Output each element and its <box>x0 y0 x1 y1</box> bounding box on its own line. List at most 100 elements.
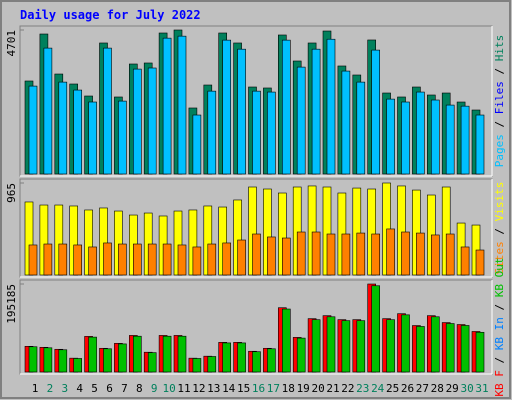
bar <box>401 101 410 175</box>
bar <box>267 91 276 175</box>
bar <box>416 91 425 175</box>
bar <box>207 90 217 175</box>
chart-title: Daily usage for July 2022 <box>20 8 201 22</box>
x-tick-label: 31 <box>475 382 488 395</box>
bar <box>267 348 276 373</box>
bar <box>460 246 470 276</box>
legend-entry: Files <box>493 81 506 114</box>
bar <box>192 358 202 373</box>
legend-separator: / <box>493 297 506 317</box>
bar <box>43 47 53 175</box>
bar <box>341 70 351 175</box>
bar <box>192 114 202 175</box>
bar <box>58 243 68 276</box>
legend-separator: / <box>493 61 506 81</box>
bar <box>73 358 82 373</box>
x-tick-label: 10 <box>162 382 175 395</box>
x-tick-label: 15 <box>237 382 250 395</box>
bar <box>103 348 112 373</box>
bar <box>311 319 321 373</box>
x-tick-label: 8 <box>136 382 143 395</box>
x-tick-label: 29 <box>446 382 459 395</box>
bar <box>445 104 455 175</box>
legend-entry: KB In <box>493 317 506 350</box>
bar <box>326 38 336 175</box>
bar <box>341 233 351 276</box>
x-tick-label: 20 <box>311 382 324 395</box>
y-tick-label: 965 <box>5 183 18 203</box>
bar <box>237 342 246 373</box>
bar <box>147 243 157 276</box>
x-tick-label: 24 <box>371 382 385 395</box>
x-tick-label: 21 <box>326 382 339 395</box>
bar <box>356 81 366 175</box>
bar <box>118 100 127 175</box>
bar <box>281 308 291 373</box>
x-tick-label: 30 <box>460 382 473 395</box>
bar <box>88 101 97 175</box>
bar <box>341 320 351 373</box>
bar <box>356 232 366 276</box>
bar <box>401 314 410 373</box>
bar <box>118 343 127 373</box>
bar <box>73 89 82 175</box>
bar <box>386 228 395 276</box>
bar <box>133 243 142 276</box>
bar <box>475 114 485 175</box>
bar <box>281 237 291 276</box>
bar <box>386 319 395 373</box>
x-tick-label: 26 <box>401 382 414 395</box>
bar <box>162 335 172 373</box>
x-tick-label: 7 <box>121 382 128 395</box>
bar <box>311 48 321 175</box>
bar <box>386 98 395 175</box>
x-tick-label: 27 <box>416 382 429 395</box>
x-tick-label: 14 <box>222 382 236 395</box>
bar <box>28 85 38 175</box>
bar <box>162 37 172 175</box>
bar <box>445 233 455 276</box>
x-tick-label: 3 <box>61 382 68 395</box>
x-tick-label: 18 <box>282 382 295 395</box>
legend-separator: / <box>493 114 506 134</box>
bar <box>416 232 425 276</box>
bar <box>133 335 142 373</box>
bar <box>103 47 112 175</box>
bar <box>371 233 381 276</box>
bar <box>460 325 470 373</box>
legend-entry: Pages <box>493 134 506 167</box>
legend-entry: Sites <box>493 241 506 274</box>
bar <box>28 244 38 276</box>
bar <box>118 243 127 276</box>
bar <box>222 342 231 373</box>
bar <box>58 81 68 175</box>
bar <box>237 239 246 276</box>
bar <box>222 39 231 175</box>
bar <box>133 68 142 175</box>
x-tick-label: 28 <box>431 382 444 395</box>
legend-entry: KB F <box>493 370 506 397</box>
bar <box>162 243 172 276</box>
x-tick-label: 11 <box>177 382 190 395</box>
bar <box>252 351 261 373</box>
x-tick-label: 9 <box>151 382 158 395</box>
bar <box>88 336 97 373</box>
legend: Pages / Files / Hits <box>493 35 506 168</box>
x-tick-label: 16 <box>252 382 265 395</box>
bar <box>237 48 246 175</box>
bar <box>207 243 217 276</box>
legend-entry: Hits <box>493 35 506 62</box>
x-tick-label: 4 <box>76 382 83 395</box>
bar <box>296 337 306 373</box>
bar <box>281 39 291 175</box>
bar <box>267 236 276 276</box>
bar <box>103 242 112 276</box>
bar <box>73 244 82 276</box>
bar <box>475 331 485 373</box>
bar <box>252 90 261 175</box>
bar <box>430 234 440 276</box>
x-tick-label: 23 <box>356 382 369 395</box>
bar <box>192 246 202 276</box>
bar <box>430 99 440 175</box>
